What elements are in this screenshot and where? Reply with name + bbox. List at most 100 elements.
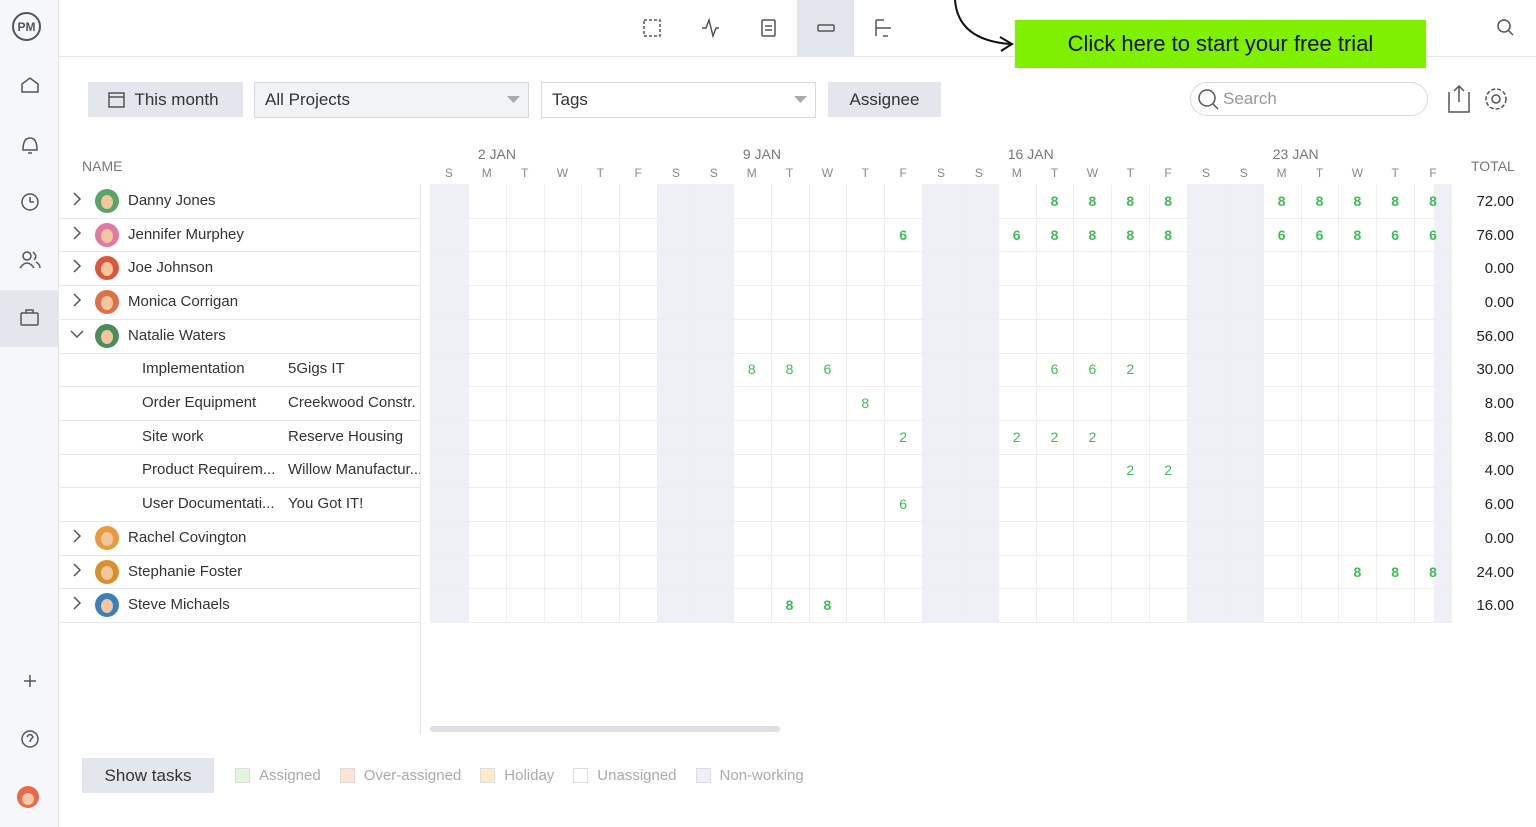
hours-cell: 8 bbox=[1315, 192, 1324, 209]
home-icon[interactable] bbox=[21, 77, 39, 93]
expand-toggle[interactable] bbox=[70, 327, 84, 341]
notification-icon[interactable] bbox=[22, 137, 38, 154]
panel-divider bbox=[420, 184, 421, 734]
projects-select[interactable]: All Projects bbox=[254, 82, 529, 118]
row-total: 8.00 bbox=[1484, 395, 1514, 413]
hours-cell: 8 bbox=[1429, 192, 1437, 209]
day-label: W bbox=[821, 166, 834, 180]
topbar-border bbox=[58, 56, 1536, 57]
day-label: F bbox=[1429, 166, 1437, 180]
person-name[interactable]: Stephanie Foster bbox=[128, 562, 243, 580]
search-input[interactable]: Search bbox=[1190, 82, 1428, 116]
person-name[interactable]: Steve Michaels bbox=[128, 596, 230, 614]
logo[interactable]: PM bbox=[12, 12, 41, 41]
hours-cell: 8 bbox=[1353, 226, 1362, 243]
expand-toggle[interactable] bbox=[70, 563, 84, 577]
list-icon[interactable] bbox=[761, 19, 776, 37]
person-name[interactable]: Danny Jones bbox=[128, 191, 216, 209]
avatar bbox=[95, 222, 119, 247]
help-icon[interactable] bbox=[21, 730, 39, 748]
period-button[interactable]: This month bbox=[88, 82, 243, 117]
workload-icon[interactable] bbox=[817, 24, 835, 32]
column-line bbox=[694, 184, 696, 623]
expand-toggle[interactable] bbox=[70, 596, 84, 610]
person-name[interactable]: Natalie Waters bbox=[128, 326, 226, 344]
avatar bbox=[95, 559, 119, 584]
expand-toggle[interactable] bbox=[70, 293, 84, 307]
export-icon[interactable] bbox=[1448, 84, 1470, 113]
row-line bbox=[60, 217, 420, 219]
assignee-button[interactable]: Assignee bbox=[828, 82, 941, 117]
hours-cell: 2 bbox=[1050, 428, 1059, 445]
task-name[interactable]: Site work bbox=[142, 427, 204, 445]
gantt-icon[interactable] bbox=[875, 19, 891, 37]
row-total: 56.00 bbox=[1476, 327, 1514, 345]
settings-icon[interactable] bbox=[1485, 88, 1507, 110]
avatar-face bbox=[101, 295, 113, 310]
task-name[interactable]: User Documentati... bbox=[142, 495, 275, 513]
expand-toggle[interactable] bbox=[70, 192, 84, 206]
task-project: 5Gigs IT bbox=[288, 360, 345, 378]
person-name[interactable]: Monica Corrigan bbox=[128, 292, 239, 310]
task-name[interactable]: Order Equipment bbox=[142, 394, 257, 412]
hours-cell: 8 bbox=[1391, 192, 1400, 209]
person-name[interactable]: Joe Johnson bbox=[128, 259, 214, 277]
show-tasks-button[interactable]: Show tasks bbox=[82, 758, 214, 793]
task-name[interactable]: Product Requirem... bbox=[142, 461, 276, 479]
column-line bbox=[505, 184, 507, 623]
non-working-column bbox=[657, 184, 695, 623]
column-line bbox=[1338, 184, 1340, 623]
hours-cell: 8 bbox=[785, 597, 794, 614]
task-project: Reserve Housing bbox=[288, 427, 404, 445]
week-label: 16 JAN bbox=[1007, 146, 1054, 162]
column-line bbox=[543, 184, 545, 623]
row-line bbox=[60, 622, 420, 624]
column-line bbox=[1111, 184, 1113, 623]
expand-toggle[interactable] bbox=[70, 259, 84, 273]
tags-select[interactable]: Tags bbox=[541, 82, 816, 118]
overview-icon[interactable] bbox=[643, 19, 661, 37]
hours-cell: 8 bbox=[1088, 192, 1097, 209]
avatar-face bbox=[101, 329, 113, 344]
week-label: 23 JAN bbox=[1272, 146, 1319, 162]
expand-toggle[interactable] bbox=[70, 529, 84, 543]
hours-cell: 8 bbox=[1050, 226, 1059, 243]
day-label: S bbox=[444, 166, 453, 180]
row-total: 8.00 bbox=[1484, 428, 1514, 446]
portfolio-icon[interactable] bbox=[20, 312, 39, 326]
task-project: Willow Manufactur... bbox=[288, 461, 422, 479]
week-label: 9 JAN bbox=[742, 146, 781, 162]
cta-button[interactable]: Click here to start your free trial bbox=[1015, 20, 1426, 68]
add-icon[interactable] bbox=[24, 675, 36, 687]
day-label: W bbox=[1351, 166, 1364, 180]
scrollbar[interactable] bbox=[430, 726, 780, 732]
expand-toggle[interactable] bbox=[70, 226, 84, 240]
legend-swatch bbox=[695, 768, 711, 783]
task-name[interactable]: Implementation bbox=[142, 360, 245, 378]
hours-cell: 8 bbox=[1353, 192, 1362, 209]
legend-label: Holiday bbox=[504, 767, 555, 784]
time-icon[interactable] bbox=[21, 193, 39, 211]
search-icon[interactable] bbox=[1497, 19, 1511, 33]
hours-cell: 6 bbox=[1088, 361, 1097, 378]
column-line bbox=[997, 184, 999, 623]
non-working-column bbox=[694, 184, 733, 623]
row-line bbox=[60, 251, 420, 253]
hours-cell: 8 bbox=[823, 597, 832, 614]
row-line bbox=[430, 251, 1452, 253]
people-icon[interactable] bbox=[22, 251, 32, 261]
non-working-column bbox=[430, 184, 468, 623]
row-line bbox=[60, 487, 420, 489]
day-label: T bbox=[1050, 166, 1059, 180]
avatar-face bbox=[101, 599, 113, 614]
hours-cell: 8 bbox=[1126, 226, 1135, 243]
day-label: W bbox=[1086, 166, 1099, 180]
dashboard-icon[interactable] bbox=[702, 17, 719, 39]
column-line bbox=[1224, 184, 1226, 623]
column-line bbox=[430, 184, 431, 623]
legend-label: Unassigned bbox=[597, 767, 677, 784]
column-line bbox=[846, 184, 848, 623]
column-line bbox=[1300, 184, 1302, 623]
person-name[interactable]: Jennifer Murphey bbox=[128, 225, 244, 243]
person-name[interactable]: Rachel Covington bbox=[128, 528, 247, 546]
